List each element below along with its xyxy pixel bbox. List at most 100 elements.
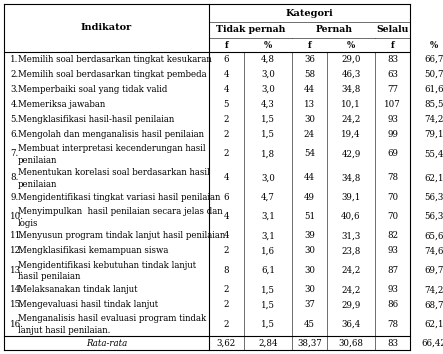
Text: 56,3: 56,3 bbox=[424, 212, 443, 221]
Text: 51: 51 bbox=[304, 212, 315, 221]
Text: 1,5: 1,5 bbox=[261, 115, 275, 124]
Text: 70: 70 bbox=[387, 193, 398, 202]
Text: 12.: 12. bbox=[10, 246, 24, 256]
Text: 4: 4 bbox=[224, 85, 229, 94]
Text: 1,5: 1,5 bbox=[261, 285, 275, 294]
Text: 36: 36 bbox=[304, 55, 315, 64]
Text: 107: 107 bbox=[384, 100, 401, 109]
Text: 3,0: 3,0 bbox=[261, 173, 275, 182]
Text: 2: 2 bbox=[224, 115, 229, 124]
Text: 85,5: 85,5 bbox=[424, 100, 443, 109]
Text: 23,8: 23,8 bbox=[341, 246, 361, 256]
Text: 13: 13 bbox=[304, 100, 315, 109]
Text: penilaian: penilaian bbox=[18, 156, 57, 165]
Text: 38,37: 38,37 bbox=[297, 338, 322, 348]
Text: 2.: 2. bbox=[10, 70, 19, 79]
Text: 30: 30 bbox=[304, 285, 315, 294]
Text: Indikator: Indikator bbox=[81, 23, 132, 33]
Text: 3.: 3. bbox=[10, 85, 19, 94]
Text: 1,6: 1,6 bbox=[261, 246, 275, 256]
Text: 31,3: 31,3 bbox=[342, 232, 361, 240]
Text: 1,8: 1,8 bbox=[261, 149, 275, 159]
Text: Rata-rata: Rata-rata bbox=[86, 338, 127, 348]
Text: 63: 63 bbox=[387, 70, 398, 79]
Text: 44: 44 bbox=[304, 85, 315, 94]
Text: Selalu: Selalu bbox=[376, 25, 409, 34]
Text: Menyusun program tindak lanjut hasil penilaian: Menyusun program tindak lanjut hasil pen… bbox=[18, 232, 225, 240]
Text: 69,7: 69,7 bbox=[424, 266, 443, 275]
Text: 58: 58 bbox=[304, 70, 315, 79]
Text: 4,3: 4,3 bbox=[261, 100, 275, 109]
Text: 7.: 7. bbox=[10, 149, 19, 159]
Text: 83: 83 bbox=[387, 55, 398, 64]
Text: 87: 87 bbox=[387, 266, 398, 275]
Text: 4: 4 bbox=[224, 212, 229, 221]
Text: penilaian: penilaian bbox=[18, 180, 57, 189]
Text: 1,5: 1,5 bbox=[261, 300, 275, 309]
Text: 86: 86 bbox=[387, 300, 398, 309]
Text: 93: 93 bbox=[387, 246, 398, 256]
Text: 93: 93 bbox=[387, 285, 398, 294]
Text: Menganalisis hasil evaluasi program tindak: Menganalisis hasil evaluasi program tind… bbox=[18, 314, 206, 323]
Text: Kategori: Kategori bbox=[286, 8, 333, 17]
Text: %: % bbox=[264, 40, 272, 50]
Text: 24: 24 bbox=[304, 130, 315, 139]
Text: 44: 44 bbox=[304, 173, 315, 182]
Text: 5: 5 bbox=[224, 100, 229, 109]
Text: 79,1: 79,1 bbox=[424, 130, 443, 139]
Text: 40,6: 40,6 bbox=[341, 212, 361, 221]
Text: 30,68: 30,68 bbox=[338, 338, 363, 348]
Text: Tidak pernah: Tidak pernah bbox=[216, 25, 285, 34]
Text: 78: 78 bbox=[387, 173, 398, 182]
Text: 82: 82 bbox=[387, 232, 398, 240]
Text: Memperbaiki soal yang tidak valid: Memperbaiki soal yang tidak valid bbox=[18, 85, 167, 94]
Text: 93: 93 bbox=[387, 115, 398, 124]
Text: 36,4: 36,4 bbox=[342, 320, 361, 329]
Text: 34,8: 34,8 bbox=[341, 173, 361, 182]
Text: 99: 99 bbox=[387, 130, 398, 139]
Text: 16.: 16. bbox=[10, 320, 24, 329]
Text: 65,6: 65,6 bbox=[424, 232, 443, 240]
Text: 46,3: 46,3 bbox=[342, 70, 361, 79]
Text: Memilih soal berdasarkan tingkat pembeda: Memilih soal berdasarkan tingkat pembeda bbox=[18, 70, 206, 79]
Text: 56,3: 56,3 bbox=[424, 193, 443, 202]
Text: Mengklasifikasi kemampuan siswa: Mengklasifikasi kemampuan siswa bbox=[18, 246, 168, 256]
Text: Mengklasifikasi hasil-hasil penilaian: Mengklasifikasi hasil-hasil penilaian bbox=[18, 115, 174, 124]
Text: 8: 8 bbox=[224, 266, 229, 275]
Text: 6.: 6. bbox=[10, 130, 19, 139]
Text: 70: 70 bbox=[387, 212, 398, 221]
Text: 49: 49 bbox=[304, 193, 315, 202]
Text: 54: 54 bbox=[304, 149, 315, 159]
Text: 11.: 11. bbox=[10, 232, 24, 240]
Text: f: f bbox=[225, 40, 228, 50]
Text: hasil penilaian: hasil penilaian bbox=[18, 273, 80, 281]
Text: 55,4: 55,4 bbox=[424, 149, 443, 159]
Text: Membuat interpretasi kecenderungan hasil: Membuat interpretasi kecenderungan hasil bbox=[18, 144, 206, 153]
Text: Pernah: Pernah bbox=[315, 25, 352, 34]
Text: 4.: 4. bbox=[10, 100, 19, 109]
Text: Mengolah dan menganalisis hasil penilaian: Mengolah dan menganalisis hasil penilaia… bbox=[18, 130, 204, 139]
Text: Memilih soal berdasarkan tingkat kesukaran: Memilih soal berdasarkan tingkat kesukar… bbox=[18, 55, 211, 64]
Text: 10,1: 10,1 bbox=[341, 100, 361, 109]
Text: Mengevaluasi hasil tindak lanjut: Mengevaluasi hasil tindak lanjut bbox=[18, 300, 158, 309]
Text: 13.: 13. bbox=[10, 266, 24, 275]
Text: 1,5: 1,5 bbox=[261, 130, 275, 139]
Text: 4: 4 bbox=[224, 232, 229, 240]
Text: 10.: 10. bbox=[10, 212, 24, 221]
Text: 34,8: 34,8 bbox=[341, 85, 361, 94]
Text: 37: 37 bbox=[304, 300, 315, 309]
Text: 30: 30 bbox=[304, 246, 315, 256]
Text: 2,84: 2,84 bbox=[258, 338, 278, 348]
Text: 29,0: 29,0 bbox=[341, 55, 361, 64]
Text: 24,2: 24,2 bbox=[341, 115, 361, 124]
Text: 6: 6 bbox=[224, 193, 229, 202]
Text: 69: 69 bbox=[387, 149, 398, 159]
Text: 4,7: 4,7 bbox=[261, 193, 275, 202]
Text: lanjut hasil penilaian.: lanjut hasil penilaian. bbox=[18, 326, 110, 335]
Text: 77: 77 bbox=[387, 85, 398, 94]
Text: 68,7: 68,7 bbox=[424, 300, 443, 309]
Text: Mengidentifikasi kebutuhan tindak lanjut: Mengidentifikasi kebutuhan tindak lanjut bbox=[18, 261, 196, 270]
Text: f: f bbox=[391, 40, 394, 50]
Text: 3,1: 3,1 bbox=[261, 212, 275, 221]
Text: 39,1: 39,1 bbox=[341, 193, 361, 202]
